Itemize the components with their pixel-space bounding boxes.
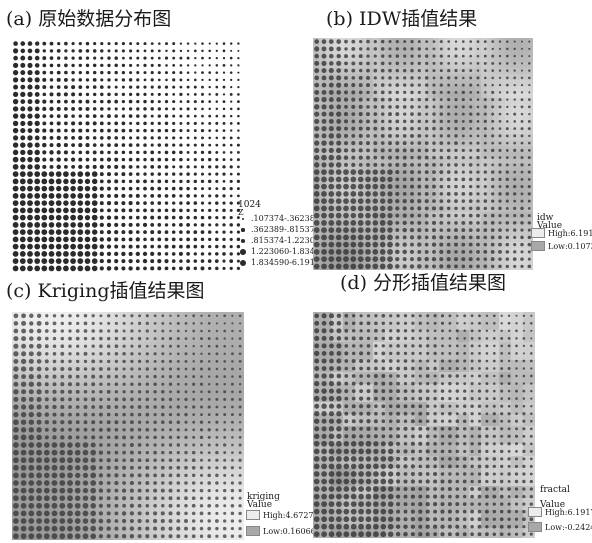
legend-symbol-icon xyxy=(241,228,245,232)
panel-a-title: (a) 原始数据分布图 xyxy=(6,8,172,30)
panel-d-low-swatch xyxy=(528,522,542,532)
panel-b-legend-subtitle: Value xyxy=(537,221,563,231)
panel-c-high-label: High:4.67276 xyxy=(263,511,319,520)
panel-c-kriging-surface xyxy=(12,312,244,540)
legend-class-label: 1.834590-6.191736 xyxy=(251,258,331,267)
panel-b-title: (b) IDW插值结果 xyxy=(326,8,478,30)
legend-symbol-icon xyxy=(239,259,247,267)
panel-b-legend-title: idw xyxy=(537,213,554,223)
panel-c-low-label: Low:0.160663 xyxy=(263,527,321,536)
panel-c-title: (c) Kriging插值结果图 xyxy=(6,280,205,302)
panel-a-point-grid xyxy=(12,41,241,272)
panel-d-high-label: High:6.1917 xyxy=(545,508,592,517)
panel-b-high-swatch xyxy=(531,228,545,238)
legend-class-label: 1.223060-1.834589 xyxy=(251,247,331,256)
panel-d-high-swatch xyxy=(528,507,542,517)
panel-c-legend-subtitle: Value xyxy=(247,500,273,510)
legend-symbol-icon xyxy=(242,218,244,220)
legend-symbol-icon xyxy=(240,238,246,244)
panel-c-legend-title: kriging xyxy=(247,492,280,502)
panel-b-high-label: High:6.19148 xyxy=(548,229,592,238)
panel-d-legend-subtitle: Value xyxy=(540,500,566,510)
legend-symbol-icon xyxy=(240,249,246,255)
panel-d-low-label: Low:-0.2424 xyxy=(545,523,592,532)
panel-d-title: (d) 分形插值结果图 xyxy=(340,272,507,294)
panel-b-low-swatch xyxy=(531,241,545,251)
legend-class-label: .107374-.362388 xyxy=(251,214,320,223)
panel-d-fractal-surface xyxy=(313,312,535,538)
panel-b-low-label: Low:0.107382 xyxy=(548,242,592,251)
legend-class-label: .815374-1.223059 xyxy=(251,236,325,245)
panel-c-low-swatch xyxy=(246,526,260,536)
panel-a-legend-subtitle: Z xyxy=(238,208,244,217)
panel-d-legend-title: fractal xyxy=(540,485,570,495)
panel-a-legend-title: 1024 xyxy=(238,200,261,210)
panel-c-high-swatch xyxy=(246,510,260,520)
panel-b-idw-surface xyxy=(313,38,533,270)
legend-class-label: .362389-.815373 xyxy=(251,225,320,234)
